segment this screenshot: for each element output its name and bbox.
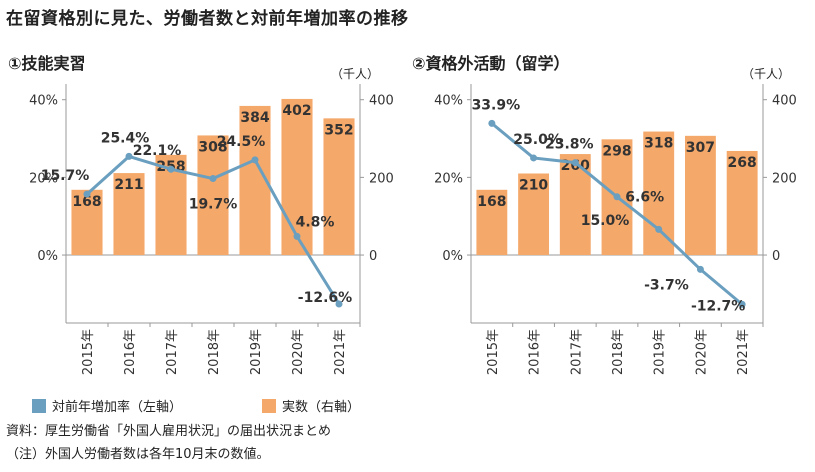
chart2-left-tick-label: 40% — [434, 94, 463, 109]
chart2-right-tick-label: 200 — [772, 171, 797, 186]
legend-item-count: 実数（右軸） — [262, 396, 360, 415]
footnote: （注）外国人労働者数は各年10月末の数値。 — [6, 447, 270, 462]
chart1-bar-label: 352 — [324, 122, 353, 138]
chart1-rate-label: 19.7% — [189, 197, 238, 213]
chart1-x-tick-label: 2017年 — [165, 329, 180, 375]
chart2-bar — [476, 189, 508, 256]
chart2-x-tick-label: 2016年 — [528, 329, 543, 375]
chart1-left-tick-label: 40% — [29, 94, 58, 109]
chart1-x-tick-label: 2019年 — [249, 329, 264, 375]
chart2-rate-point — [613, 193, 621, 201]
chart2-rate-point — [655, 225, 663, 233]
chart2-bar — [518, 173, 550, 256]
chart-title-ginou-jisshu: ①技能実習 — [8, 54, 86, 73]
legend-label-rate: 対前年増加率（左軸） — [52, 400, 183, 415]
chart1-bar-label: 384 — [240, 110, 269, 126]
chart1-rate-label: 24.5% — [217, 134, 266, 150]
chart2-bar — [726, 150, 758, 256]
chart1-right-tick-label: 0 — [369, 249, 377, 264]
chart-unit-1: （千人） — [331, 67, 380, 81]
chart2-rate-label: 23.8% — [545, 137, 594, 153]
chart1-bar — [281, 98, 313, 256]
chart2-right-tick-label: 400 — [772, 94, 797, 109]
chart1-rate-point — [335, 300, 343, 308]
chart2-bar — [643, 131, 675, 256]
chart2-rate-point — [738, 300, 746, 308]
chart2-rate-label: -12.7% — [691, 298, 745, 314]
chart1-bar-label: 402 — [282, 103, 311, 119]
chart1-left-tick-label: 20% — [29, 171, 58, 186]
chart1-x-tick-label: 2015年 — [81, 329, 96, 375]
chart1-rate-label: -12.6% — [298, 290, 352, 306]
chart1-right-tick-label: 400 — [369, 94, 394, 109]
chart1-rate-point — [209, 175, 217, 183]
chart2-rate-point — [530, 154, 538, 162]
chart1-rate-point — [251, 156, 259, 164]
chart2-bar-label: 307 — [686, 140, 715, 156]
chart2-rate-label: 25.0% — [513, 132, 562, 148]
page-title: 在留資格別に見た、労働者数と対前年増加率の推移 — [6, 9, 409, 29]
chart2-rate-label: 15.0% — [581, 213, 630, 229]
chart2-bar-label: 298 — [602, 143, 631, 159]
chart2-rate-point — [571, 159, 579, 167]
chart2-x-tick-label: 2018年 — [611, 329, 626, 375]
chart2-bar-label: 210 — [519, 177, 548, 193]
chart1-rate-label: 22.1% — [133, 143, 182, 159]
chart1-bar-label: 211 — [114, 177, 143, 193]
source-note: 資料：厚生労働省「外国人雇用状況」の届出状況まとめ — [6, 424, 332, 439]
chart1-rate-point — [293, 232, 301, 240]
chart2-bar — [684, 135, 716, 256]
legend-swatch-count — [262, 398, 276, 413]
chart2-bar-label: 318 — [644, 136, 673, 152]
chart2-x-tick-label: 2020年 — [694, 329, 709, 375]
chart1-bar — [113, 173, 145, 256]
chart2-rate-point — [488, 119, 496, 127]
chart2-x-tick-label: 2021年 — [736, 329, 751, 375]
chart1-x-tick-label: 2018年 — [207, 329, 222, 375]
chart1-x-tick-label: 2021年 — [333, 329, 348, 375]
chart2-right-tick-label: 0 — [772, 249, 780, 264]
legend-swatch-rate — [32, 398, 46, 413]
legend-label-count: 実数（右軸） — [282, 400, 361, 415]
chart1-bar — [197, 135, 229, 256]
chart-unit-2: （千人） — [742, 67, 791, 81]
chart2-x-tick-label: 2019年 — [653, 329, 668, 375]
chart2-left-tick-label: 0% — [442, 249, 463, 264]
chart2-left-tick-label: 20% — [434, 171, 463, 186]
chart2-rate-point — [696, 265, 704, 273]
chart2-rate-label: 33.9% — [472, 97, 521, 113]
chart2-rate-label: 6.6% — [625, 189, 664, 205]
chart1-left-tick-label: 0% — [37, 249, 58, 264]
chart1-x-tick-label: 2016年 — [123, 329, 138, 375]
chart1-bar — [323, 118, 355, 256]
chart1-rate-label: 25.4% — [101, 130, 150, 146]
chart1-rate-label: 4.8% — [296, 214, 335, 230]
chart1-rate-point — [83, 190, 91, 198]
chart2-bar-label: 268 — [728, 155, 757, 171]
chart1-bar-label: 308 — [198, 139, 227, 155]
legend-item-rate: 対前年増加率（左軸） — [32, 396, 182, 415]
chart1-bar — [71, 189, 103, 256]
chart2-rate-label: -3.7% — [644, 277, 689, 293]
chart1-x-tick-label: 2020年 — [291, 329, 306, 375]
chart1-bar-label: 168 — [72, 194, 101, 210]
chart1-rate-point — [125, 152, 133, 160]
chart2-bar-label: 168 — [477, 194, 506, 210]
chart1-rate-point — [167, 165, 175, 173]
chart2-x-tick-label: 2015年 — [486, 329, 501, 375]
chart1-right-tick-label: 200 — [369, 171, 394, 186]
chart1-rate-label: 15.7% — [41, 168, 90, 184]
chart-title-shikakugai: ②資格外活動（留学） — [412, 54, 570, 73]
charts-canvas: 0%20%40%02004001682112583083844023522015… — [29, 84, 797, 375]
chart2-x-tick-label: 2017年 — [569, 329, 584, 375]
